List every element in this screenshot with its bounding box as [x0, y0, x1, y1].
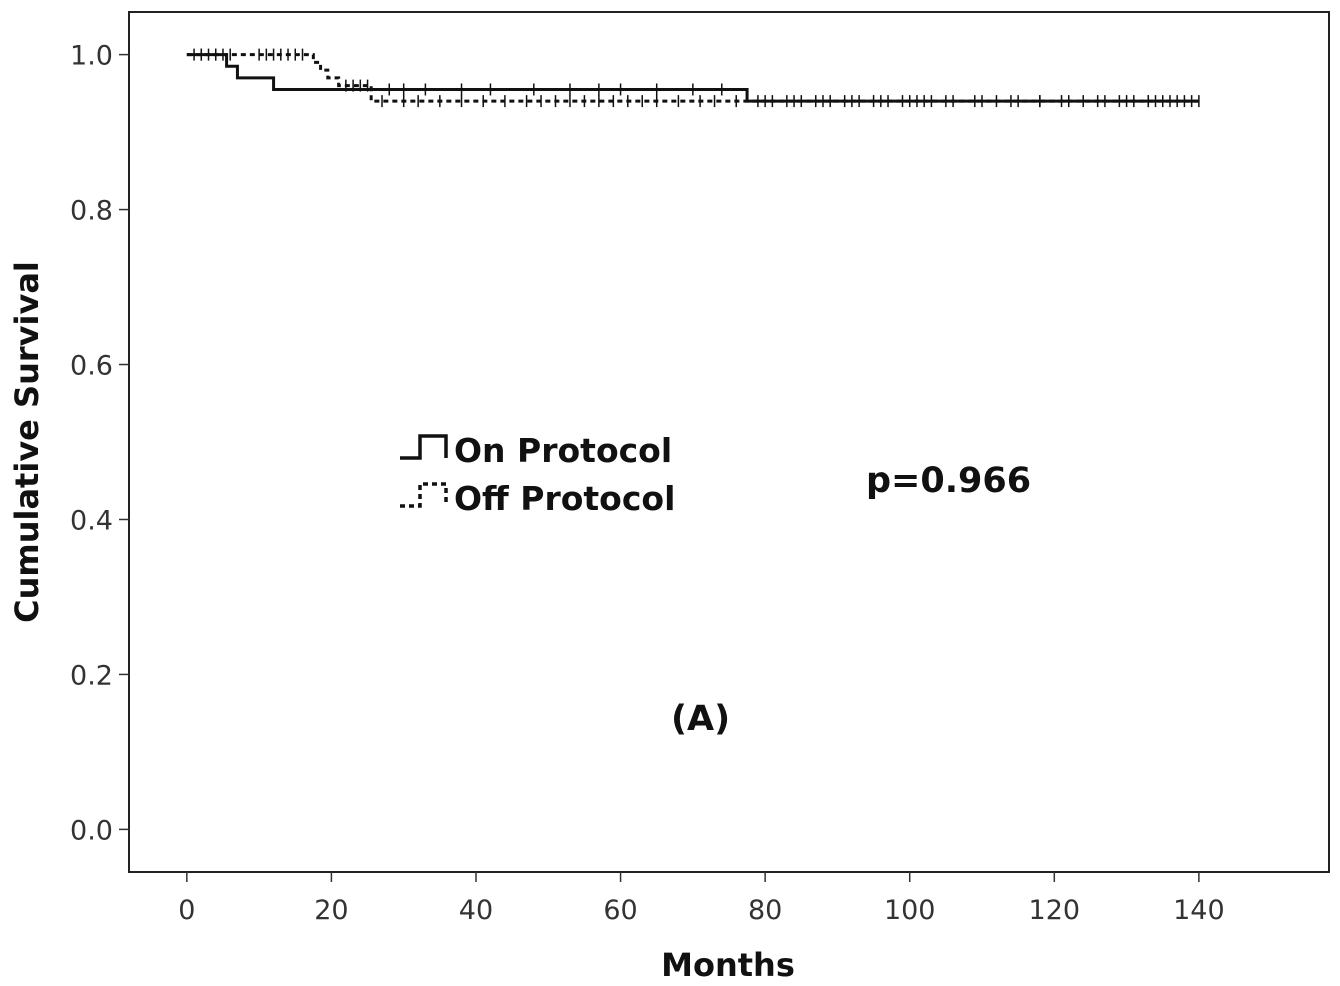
p-value-annotation: p=0.966: [866, 461, 1031, 501]
plot-frame: [128, 11, 1330, 873]
x-axis-title: Months: [661, 946, 795, 984]
series-line-off-protocol: [186, 53, 1199, 103]
legend-label-on-protocol: On Protocol: [454, 431, 672, 470]
y-axis: 0.0 0.2 0.4 0.6 0.8 1.0: [70, 41, 129, 846]
y-tick-label: 0.2: [70, 660, 113, 691]
x-axis: 0 20 40 60 80 100 120 140: [178, 872, 1225, 926]
legend-swatch-off-protocol: [400, 482, 448, 508]
x-tick-label: 40: [459, 895, 493, 926]
x-tick-label: 120: [1029, 895, 1081, 926]
y-tick-label: 0.6: [70, 351, 113, 382]
panel-label: (A): [671, 699, 730, 739]
legend-swatch-on-protocol: [400, 434, 448, 460]
x-tick-label: 0: [178, 895, 195, 926]
y-tick-label: 0.4: [70, 505, 113, 536]
y-tick-label: 0.8: [70, 196, 113, 227]
x-tick-label: 140: [1173, 895, 1225, 926]
series-line-on-protocol: [186, 53, 1199, 103]
legend: On Protocol Off Protocol: [400, 431, 675, 518]
y-tick-label: 1.0: [70, 41, 113, 72]
x-tick-label: 100: [884, 895, 936, 926]
legend-label-off-protocol: Off Protocol: [454, 479, 675, 518]
x-tick-label: 80: [748, 895, 782, 926]
series-layer: [186, 48, 1200, 108]
x-tick-label: 20: [314, 895, 348, 926]
x-tick-label: 60: [603, 895, 637, 926]
y-axis-title: Cumulative Survival: [8, 261, 46, 623]
y-tick-label: 0.0: [70, 815, 113, 846]
